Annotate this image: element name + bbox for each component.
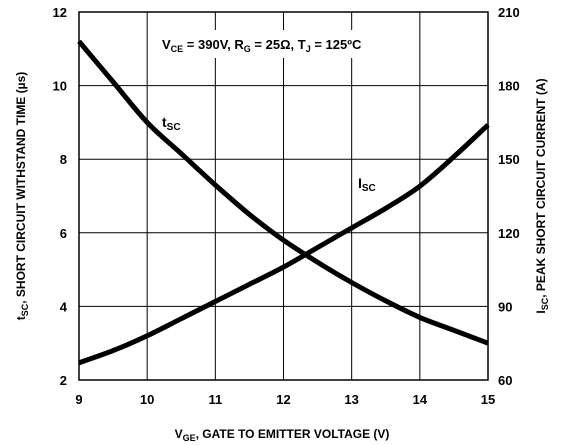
condition-box — [150, 30, 405, 58]
series-line-tsc — [77, 39, 489, 346]
x-tick-label: 15 — [481, 392, 495, 407]
y-left-tick-label: 12 — [53, 5, 67, 20]
y-left-tick-labels: 2 4 6 8 10 12 — [53, 5, 68, 388]
x-tick-label: 14 — [413, 392, 428, 407]
y-right-tick-labels: 60 90 120 150 180 210 — [498, 5, 520, 388]
x-tick-label: 13 — [344, 392, 358, 407]
y-left-tick-label: 4 — [60, 299, 68, 314]
series-line-isc — [78, 123, 490, 366]
y-right-axis-label: ISC, PEAK SHORT CIRCUIT CURRENT (A) — [534, 78, 550, 313]
x-tick-label: 10 — [140, 392, 154, 407]
curves — [77, 39, 490, 366]
x-tick-labels: 9 10 11 12 13 14 15 — [75, 392, 495, 407]
x-tick-label: 11 — [208, 392, 222, 407]
x-axis-label: VGE, GATE TO EMITTER VOLTAGE (V) — [175, 427, 390, 443]
y-left-tick-label: 2 — [60, 373, 67, 388]
y-right-tick-label: 120 — [498, 226, 520, 241]
y-right-tick-label: 90 — [498, 299, 512, 314]
series-label-tsc: tSC — [162, 114, 181, 133]
series-label-isc: ISC — [358, 175, 376, 194]
y-left-tick-label: 6 — [60, 226, 67, 241]
condition-text: VCE = 390V, RG = 25Ω, TJ = 125ºC — [162, 37, 362, 54]
y-right-tick-label: 180 — [498, 79, 520, 94]
y-right-tick-label: 210 — [498, 5, 520, 20]
y-left-axis-label: tSC, SHORT CIRCUIT WITHSTAND TIME (µs) — [14, 72, 30, 321]
y-left-tick-label: 8 — [60, 152, 67, 167]
x-tick-label: 12 — [276, 392, 290, 407]
y-right-tick-label: 150 — [498, 152, 520, 167]
x-tick-label: 9 — [75, 392, 82, 407]
y-left-tick-label: 10 — [53, 79, 67, 94]
y-right-tick-label: 60 — [498, 373, 512, 388]
plot-frame — [78, 11, 489, 381]
grid — [79, 12, 488, 380]
